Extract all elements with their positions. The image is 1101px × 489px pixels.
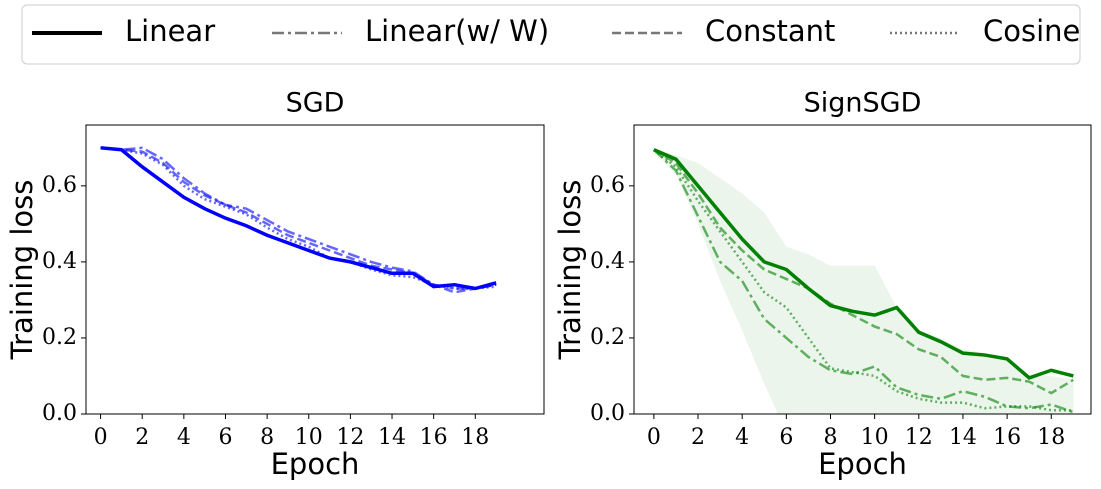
x-tick-label: 2 bbox=[691, 425, 705, 450]
x-tick-label: 14 bbox=[949, 425, 977, 450]
line-series bbox=[100, 146, 497, 290]
x-tick-label: 6 bbox=[218, 425, 232, 450]
x-tick-label: 0 bbox=[94, 425, 108, 450]
x-tick-label: 0 bbox=[647, 425, 661, 450]
x-tick-label: 16 bbox=[420, 425, 448, 450]
x-tick-label: 6 bbox=[779, 425, 793, 450]
y-tick-label: 0.4 bbox=[590, 249, 625, 274]
legend-label: Linear bbox=[125, 14, 215, 48]
line-series bbox=[100, 146, 497, 294]
line-series bbox=[100, 146, 497, 290]
axes-frame bbox=[633, 124, 1092, 415]
line-series bbox=[653, 148, 1074, 380]
line-series bbox=[653, 148, 1074, 395]
y-tick-label: 0.0 bbox=[590, 401, 625, 426]
plot-area bbox=[653, 147, 1074, 414]
y-axis-label: Training loss bbox=[5, 180, 39, 361]
line-series bbox=[100, 146, 497, 291]
legend-box bbox=[21, 4, 1081, 65]
x-tick-label: 10 bbox=[861, 425, 889, 450]
legend-label: Linear(w/ W) bbox=[365, 14, 549, 48]
axes-frame bbox=[85, 124, 545, 415]
x-tick-label: 16 bbox=[993, 425, 1021, 450]
legend-label: Constant bbox=[705, 14, 835, 48]
y-tick-label: 0.6 bbox=[590, 173, 625, 198]
x-axis-label: Epoch bbox=[818, 447, 907, 481]
line-series bbox=[653, 148, 1074, 414]
x-axis-label: Epoch bbox=[271, 447, 360, 481]
legend-label: Cosine bbox=[983, 14, 1080, 48]
y-tick-label: 0.4 bbox=[42, 249, 77, 274]
x-tick-label: 18 bbox=[461, 425, 489, 450]
x-tick-label: 4 bbox=[735, 425, 749, 450]
plot-area bbox=[100, 146, 497, 294]
x-tick-label: 2 bbox=[135, 425, 149, 450]
error-band bbox=[653, 147, 1074, 414]
x-tick-label: 8 bbox=[260, 425, 274, 450]
subplot-title: SGD bbox=[286, 88, 345, 119]
y-tick-label: 0.2 bbox=[590, 325, 625, 350]
x-tick-label: 4 bbox=[177, 425, 191, 450]
x-tick-label: 12 bbox=[905, 425, 933, 450]
x-tick-label: 18 bbox=[1037, 425, 1065, 450]
x-tick-label: 8 bbox=[823, 425, 837, 450]
x-tick-label: 12 bbox=[336, 425, 364, 450]
y-axis-label: Training loss bbox=[553, 180, 587, 361]
x-tick-label: 14 bbox=[378, 425, 406, 450]
subplot-title: SignSGD bbox=[804, 88, 922, 119]
y-tick-label: 0.0 bbox=[42, 401, 77, 426]
y-tick-label: 0.2 bbox=[42, 325, 77, 350]
x-tick-label: 10 bbox=[295, 425, 323, 450]
y-tick-label: 0.6 bbox=[42, 173, 77, 198]
